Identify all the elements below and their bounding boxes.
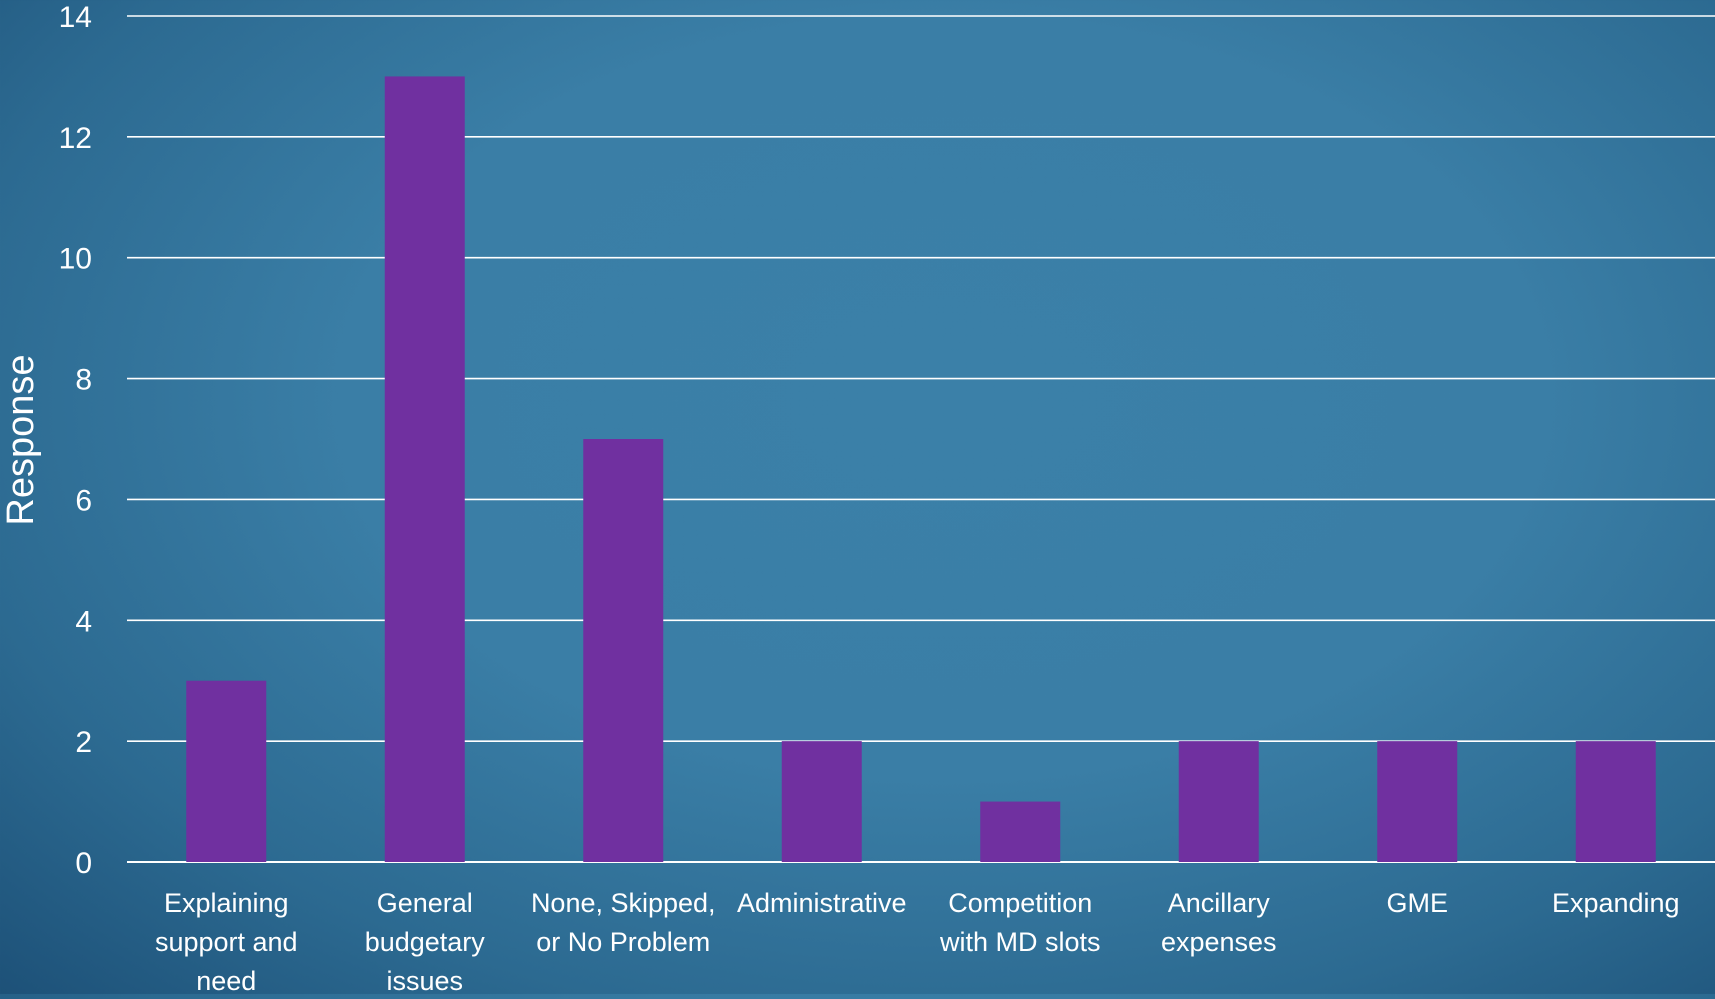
y-tick-labels: 0 2 4 6 8 10 12 14 xyxy=(59,1,92,880)
x-tick-label: Competition with MD slots xyxy=(939,888,1101,957)
x-tick-label: Administrative xyxy=(737,888,907,918)
y-tick-label: 8 xyxy=(75,364,92,397)
y-tick-label: 0 xyxy=(75,847,92,880)
bar xyxy=(583,439,664,862)
x-tick-label: Explaining support and need xyxy=(155,888,298,994)
x-tick-label: None, Skipped, or No Problem xyxy=(531,888,716,957)
bar xyxy=(384,76,465,862)
x-tick-labels: Explaining support and need General budgetar… xyxy=(155,888,1680,996)
y-tick-label: 14 xyxy=(59,1,92,34)
x-tick-label: Ancillary expenses xyxy=(1161,888,1277,957)
gridlines xyxy=(127,15,1715,863)
x-tick-label: General budgetary issues xyxy=(365,888,486,994)
y-tick-label: 12 xyxy=(59,122,92,155)
y-tick-label: 4 xyxy=(75,605,92,638)
bar xyxy=(186,680,267,862)
x-tick-label: GME xyxy=(1386,888,1448,918)
bar xyxy=(1377,741,1458,862)
y-tick-label: 10 xyxy=(59,243,92,276)
y-axis-label: Response xyxy=(0,354,42,525)
y-tick-label: 6 xyxy=(75,484,92,517)
bars xyxy=(186,76,1656,862)
bar xyxy=(781,741,862,862)
bar xyxy=(1178,741,1259,862)
x-tick-label: Expanding xyxy=(1552,888,1680,918)
bar xyxy=(980,801,1061,862)
bar xyxy=(1575,741,1656,862)
y-tick-label: 2 xyxy=(75,726,92,759)
